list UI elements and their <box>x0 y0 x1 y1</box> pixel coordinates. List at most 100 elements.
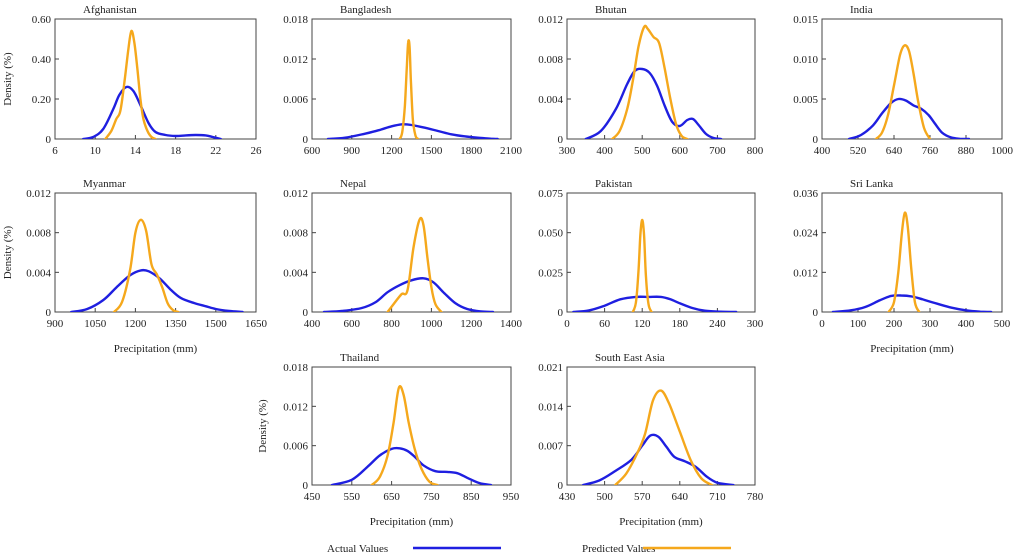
y-tick-label: 0.014 <box>538 401 563 413</box>
y-tick-label: 0.012 <box>283 188 308 200</box>
x-tick-label: 450 <box>304 491 321 503</box>
y-tick-label: 0.036 <box>793 188 818 200</box>
x-tick-label: 500 <box>596 491 613 503</box>
y-tick-label: 0 <box>558 307 564 319</box>
chart-panel-south-east-asia: South East Asia 430 500 570 640 710 780 0 0.007 0… <box>538 352 764 528</box>
x-tick-label: 950 <box>503 491 520 503</box>
x-tick-label: 600 <box>672 145 689 157</box>
x-tick-label: 700 <box>709 145 726 157</box>
x-tick-label: 14 <box>130 145 142 157</box>
chart-title: Bhutan <box>595 4 627 16</box>
x-tick-label: 1200 <box>460 318 483 330</box>
chart-panel-bangladesh: Bangladesh 600 900 1200 1500 1800 2100 0 0.006 0.… <box>283 4 522 157</box>
x-tick-label: 710 <box>709 491 726 503</box>
y-tick-label: 0.006 <box>283 94 308 106</box>
y-tick-label: 0 <box>558 134 564 146</box>
series-line-predicted-values <box>112 218 180 312</box>
chart-panel-bhutan: Bhutan 300 400 500 600 700 800 0 0.004 0.008 0.012 <box>538 4 764 157</box>
x-tick-label: 800 <box>747 145 764 157</box>
y-tick-label: 0.025 <box>538 267 563 279</box>
plot-frame <box>566 192 756 313</box>
y-tick-label: 0.60 <box>32 14 52 26</box>
chart-title: India <box>850 4 873 16</box>
series-line-predicted-values <box>370 385 439 485</box>
y-tick-label: 0.40 <box>32 54 52 66</box>
y-tick-label: 0.006 <box>283 441 308 453</box>
x-tick-label: 880 <box>958 145 975 157</box>
x-axis-label: Precipitation (mm) <box>870 343 954 355</box>
y-tick-label: 0 <box>303 307 309 319</box>
y-tick-label: 0.008 <box>283 228 308 240</box>
y-tick-label: 0.012 <box>538 14 563 26</box>
chart-title: Bangladesh <box>340 4 392 16</box>
y-tick-label: 0.012 <box>283 401 308 413</box>
x-tick-label: 0 <box>564 318 570 330</box>
x-tick-label: 60 <box>599 318 611 330</box>
x-tick-label: 300 <box>922 318 939 330</box>
series-line-predicted-values <box>398 39 420 139</box>
x-axis-label: Precipitation (mm) <box>619 516 703 528</box>
x-tick-label: 900 <box>47 318 64 330</box>
series-line-actual-values <box>81 85 222 139</box>
y-tick-label: 0 <box>303 134 309 146</box>
series-line-predicted-values <box>874 44 932 139</box>
x-tick-label: 6 <box>52 145 58 157</box>
x-tick-label: 26 <box>251 145 263 157</box>
chart-title: South East Asia <box>595 352 665 364</box>
x-tick-label: 240 <box>709 318 726 330</box>
series-line-actual-values <box>584 67 723 139</box>
x-tick-label: 400 <box>958 318 975 330</box>
x-tick-label: 400 <box>814 145 831 157</box>
series-line-predicted-values <box>610 24 689 139</box>
x-tick-label: 1800 <box>460 145 483 157</box>
y-axis-label: Density (%) <box>257 399 269 453</box>
y-tick-label: 0.007 <box>538 441 563 453</box>
series-line-actual-values <box>326 123 499 139</box>
series-line-predicted-values <box>631 218 653 312</box>
legend-label: Actual Values <box>327 543 388 555</box>
chart-title: Nepal <box>340 178 366 190</box>
y-axis-label: Density (%) <box>2 52 14 106</box>
legend-item-predicted-values: Predicted Values <box>582 543 731 555</box>
x-tick-label: 640 <box>672 491 689 503</box>
y-tick-label: 0.012 <box>26 188 51 200</box>
y-tick-label: 0.012 <box>793 267 818 279</box>
x-tick-label: 800 <box>383 318 400 330</box>
x-tick-label: 100 <box>850 318 867 330</box>
y-tick-label: 0.075 <box>538 188 563 200</box>
series-line-predicted-values <box>887 211 921 312</box>
x-tick-label: 400 <box>304 318 321 330</box>
series-line-actual-values <box>572 295 738 312</box>
y-tick-label: 0.024 <box>793 228 818 240</box>
series-line-predicted-values <box>614 389 714 485</box>
y-tick-label: 0.010 <box>793 54 818 66</box>
x-tick-label: 0 <box>819 318 825 330</box>
y-tick-label: 0.018 <box>283 362 308 374</box>
y-tick-label: 0.004 <box>283 267 308 279</box>
x-tick-label: 1200 <box>381 145 404 157</box>
legend-item-actual-values: Actual Values <box>327 543 501 555</box>
y-tick-label: 0 <box>558 480 564 492</box>
x-tick-label: 18 <box>170 145 182 157</box>
x-tick-label: 1400 <box>500 318 523 330</box>
x-tick-label: 640 <box>886 145 903 157</box>
chart-panel-sri-lanka: Sri Lanka 0 100 200 300 400 500 0 0.012 0.024 0.03… <box>793 178 1011 355</box>
x-tick-label: 1500 <box>205 318 228 330</box>
x-axis-label: Precipitation (mm) <box>370 516 454 528</box>
x-tick-label: 10 <box>90 145 102 157</box>
y-tick-label: 0.008 <box>26 228 51 240</box>
chart-title: Myanmar <box>83 178 126 190</box>
x-tick-label: 750 <box>423 491 440 503</box>
legend: Actual Values Predicted Values <box>327 543 731 555</box>
x-tick-label: 1000 <box>420 318 443 330</box>
y-tick-label: 0.015 <box>793 14 818 26</box>
y-axis-label: Density (%) <box>2 225 14 279</box>
series-line-predicted-values <box>104 29 157 139</box>
x-tick-label: 650 <box>383 491 400 503</box>
y-tick-label: 0.012 <box>283 54 308 66</box>
y-tick-label: 0.004 <box>538 94 563 106</box>
x-tick-label: 600 <box>344 318 361 330</box>
x-tick-label: 2100 <box>500 145 523 157</box>
chart-panel-nepal: Nepal 400 600 800 1000 1200 1400 0 0.004 0.008 0.0… <box>283 178 522 330</box>
